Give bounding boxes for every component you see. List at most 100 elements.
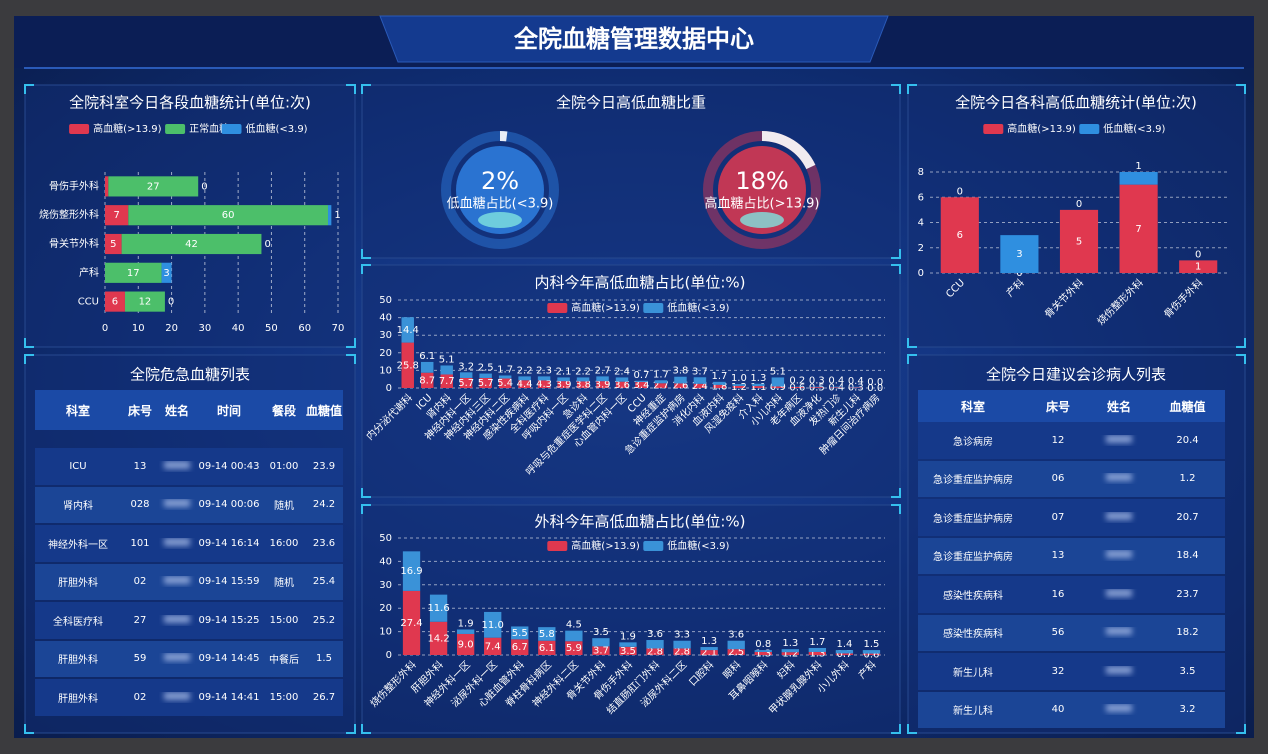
table-cell: [159, 576, 195, 587]
bar-segment: [849, 387, 863, 388]
column-header: 血糖值: [305, 403, 342, 418]
y-tick-label: CCU: [78, 297, 99, 308]
y-tick-label: 骨关节外科: [49, 237, 99, 250]
bar-segment: [849, 386, 863, 388]
data-label: 3.8: [673, 366, 689, 377]
data-label: 25.8: [397, 360, 419, 371]
y-tick-label: 30: [379, 330, 392, 341]
bar-segment: [440, 365, 453, 375]
data-label: 5.5: [512, 628, 528, 639]
panel-title: 全院危急血糖列表: [130, 366, 250, 384]
data-label: 1: [1195, 262, 1201, 273]
panel-title: 全院今日高低血糖比重: [556, 94, 706, 112]
data-table: ICU 13 09-14 00:43 01:00 23.9 肾内科 028 09-14 00:…: [35, 390, 343, 718]
bar-segment: [518, 380, 531, 388]
gauge-label: 低血糖占比(<3.9): [447, 196, 554, 212]
blurred-name: [164, 499, 190, 508]
bar-segment: [1119, 172, 1158, 185]
table-cell: 急诊重症监护病房: [933, 552, 1013, 564]
table-cell: ICU: [69, 460, 87, 472]
data-label: 2.8: [647, 647, 663, 658]
blurred-name: [164, 576, 190, 585]
legend-label: 低血糖(<3.9): [667, 301, 729, 314]
bar-segment: [440, 374, 453, 388]
x-tick-label: 20: [165, 323, 178, 334]
bar-segment: [121, 233, 262, 255]
table-cell: 全科医疗科: [53, 616, 103, 628]
bar-segment: [557, 377, 570, 382]
table-cell: 肾内科: [63, 501, 93, 513]
table-cell: 感染性疾病科: [943, 590, 1003, 602]
gauge-value: 2%: [481, 167, 519, 195]
table-row: 新生儿科 40 3.2: [918, 691, 1225, 728]
table-row: 肝胆外科 02 09-14 15:59 随机 25.4: [35, 563, 343, 600]
bar-segment: [808, 651, 827, 655]
page-title: 全院血糖管理数据中心: [513, 25, 754, 53]
table-cell: [159, 614, 195, 626]
bar-segment: [781, 649, 799, 653]
data-label: 1: [334, 210, 340, 221]
table-cell: 3.5: [1179, 665, 1196, 677]
table-row: 全科医疗科 27 09-14 15:25 15:00 25.2: [35, 602, 343, 639]
table-row: 神经外科一区 101 09-14 16:14 16:00 23.6: [35, 525, 343, 562]
bar-segment: [576, 377, 590, 382]
bar-segment: [700, 650, 718, 655]
bar-segment: [576, 381, 590, 388]
data-label: 6.1: [419, 351, 435, 362]
data-label: 2.7: [653, 381, 669, 392]
table-cell: 09-14 14:41: [198, 691, 260, 703]
table-cell: 肝胆外科: [58, 693, 98, 705]
table-cell: [159, 691, 195, 703]
y-tick-label: 20: [379, 603, 392, 614]
y-tick-label: 骨伤手外科: [49, 179, 99, 192]
data-label: 1.7: [653, 369, 669, 380]
data-label: 0.2: [789, 376, 805, 387]
data-label: 6: [957, 230, 963, 241]
data-label: 3.7: [692, 366, 708, 377]
table-row: 急诊重症监护病房 06 1.2: [918, 460, 1225, 497]
blurred-name: [1106, 627, 1132, 636]
table-cell: [1088, 665, 1150, 677]
y-tick-label: 20: [379, 348, 392, 359]
data-label: 0: [1016, 268, 1022, 279]
gauge-disc: [718, 146, 806, 234]
data-label: 2.1: [556, 366, 572, 377]
bar-segment: [402, 590, 421, 655]
bar-segment: [124, 291, 165, 312]
table-cell: [1088, 627, 1150, 638]
table-cell: [1088, 511, 1150, 523]
column-header: 床号: [1045, 399, 1070, 414]
data-label: 0: [168, 297, 174, 308]
data-label: 0.6: [864, 649, 880, 660]
blurred-name: [1106, 665, 1132, 674]
panel-title: 全院今日建议会诊病人列表: [986, 366, 1166, 384]
legend-label: 正常血糖: [189, 122, 229, 135]
bar-segment: [713, 381, 726, 385]
y-tick-label: 40: [379, 313, 392, 324]
table-row: 新生儿科 32 3.5: [918, 653, 1225, 690]
bar-segment: [456, 629, 475, 634]
bar-segment: [420, 372, 434, 388]
data-label: 3.6: [614, 380, 630, 391]
bar-segment: [940, 197, 979, 273]
bar-segment: [771, 386, 785, 388]
table-cell: 急诊病房: [953, 436, 993, 448]
panel-corner: [907, 84, 1246, 348]
bar-segment: [654, 383, 668, 388]
legend-label: 高血糖(>13.9): [1007, 122, 1076, 135]
y-tick-label: 0: [386, 650, 392, 661]
column-header: 时间: [216, 403, 241, 418]
bar-segment: [518, 376, 531, 381]
y-tick-label: 10: [379, 627, 392, 638]
bar-segment: [592, 638, 610, 647]
x-tick-label: 10: [132, 323, 145, 334]
y-tick-label: 0: [918, 268, 924, 279]
bar-segment: [161, 262, 172, 283]
table-cell: 06: [1051, 473, 1065, 485]
panel-title: 全院今日各科高低血糖统计(单位:次): [955, 94, 1197, 112]
data-label: 4.3: [536, 379, 552, 390]
bar-segment: [646, 648, 664, 655]
table-cell: 肝胆外科: [58, 655, 98, 667]
data-label: 3.9: [595, 380, 611, 391]
